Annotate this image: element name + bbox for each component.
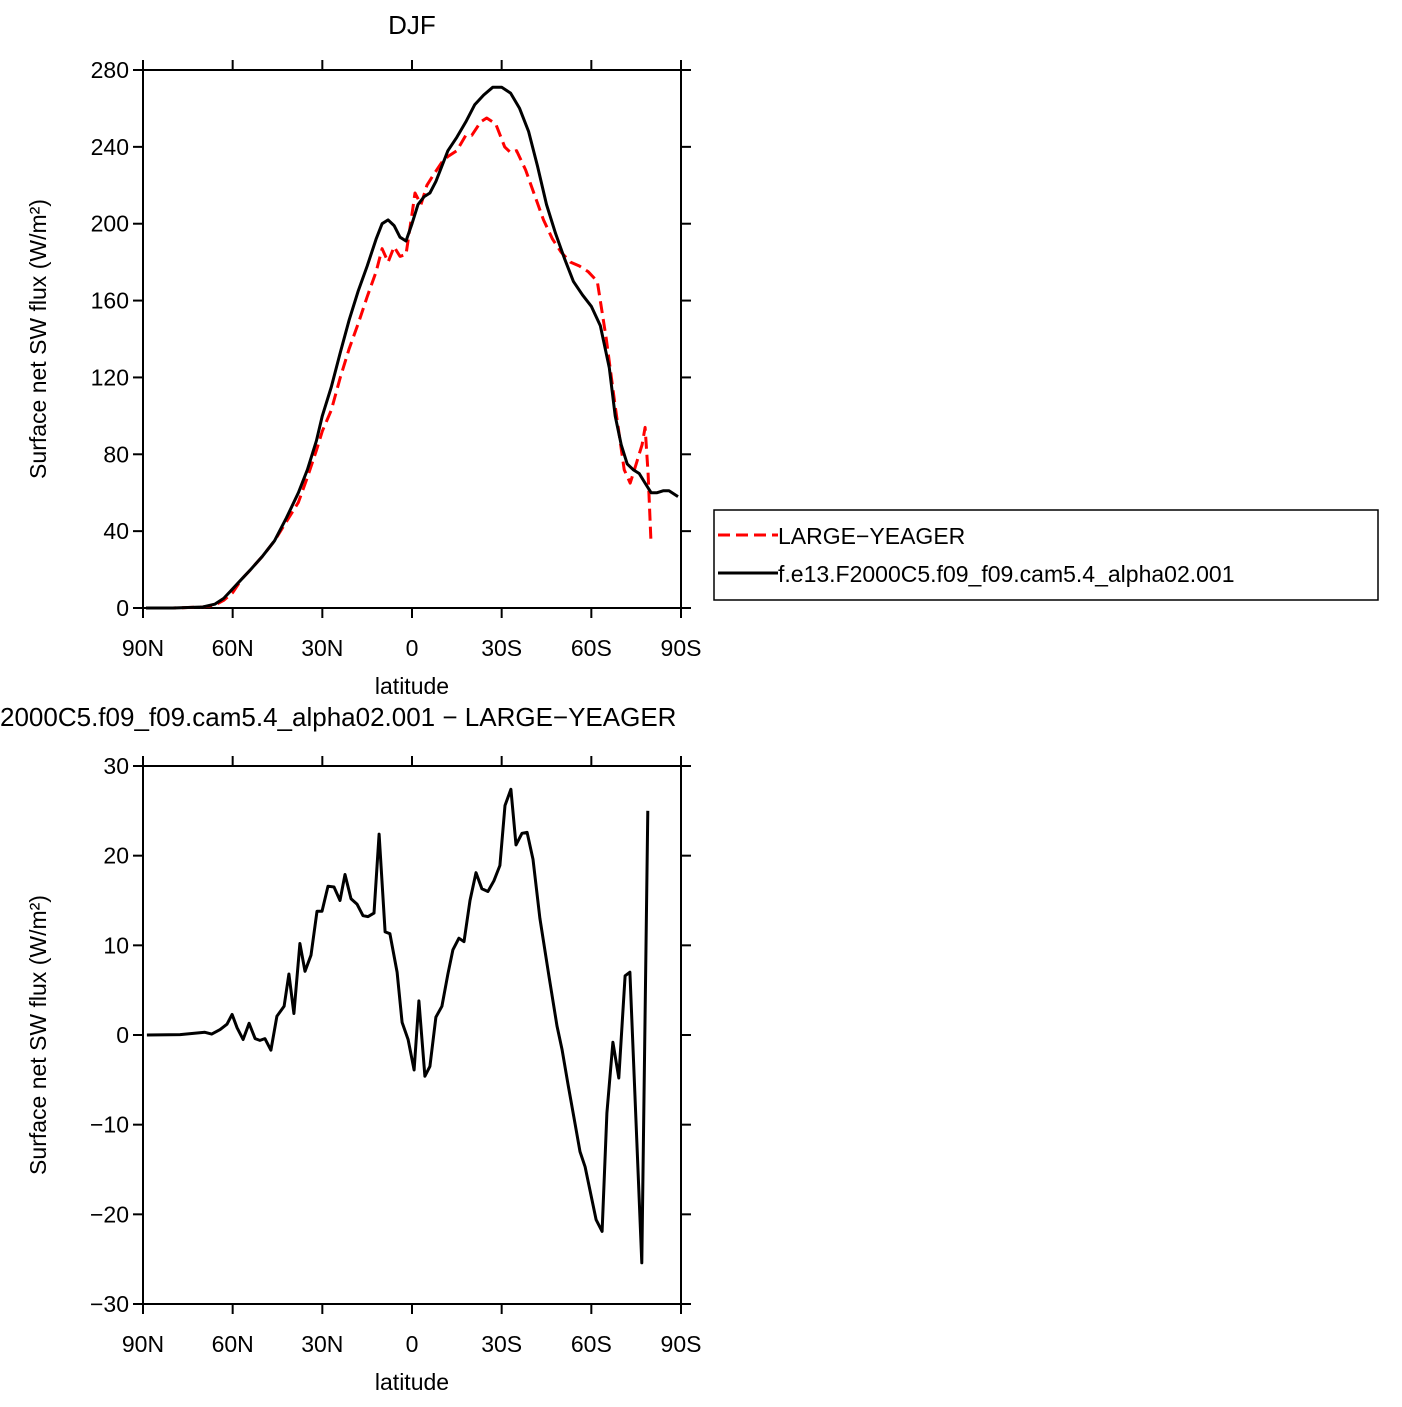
- x-tick-label: 30N: [301, 635, 343, 661]
- x-tick-label: 90S: [661, 1331, 702, 1357]
- chart-title: 2000C5.f09_f09.cam5.4_alpha02.001 − LARG…: [0, 702, 676, 732]
- x-tick-label: 60N: [212, 1331, 254, 1357]
- plot-frame: [142, 765, 682, 1305]
- data-line: [146, 787, 650, 1265]
- y-tick-label: 30: [103, 753, 129, 779]
- y-tick-label: 20: [103, 843, 129, 869]
- data-line: [146, 85, 679, 610]
- x-axis-label: latitude: [375, 673, 449, 699]
- y-tick-label: −10: [90, 1112, 129, 1138]
- x-tick-label: 90N: [122, 635, 164, 661]
- x-tick-label: 90S: [661, 635, 702, 661]
- legend-label: f.e13.F2000C5.f09_f09.cam5.4_alpha02.001: [778, 561, 1235, 587]
- data-line: [146, 116, 653, 610]
- x-axis-label: latitude: [375, 1369, 449, 1395]
- plot-frame: [142, 69, 682, 609]
- y-tick-label: 40: [103, 518, 129, 544]
- y-tick-label: 200: [91, 211, 129, 237]
- x-tick-label: 60S: [571, 1331, 612, 1357]
- y-tick-label: 0: [116, 595, 129, 621]
- x-tick-label: 30S: [481, 635, 522, 661]
- chart-title: DJF: [388, 10, 436, 40]
- y-tick-label: −30: [90, 1291, 129, 1317]
- x-tick-label: 30N: [301, 1331, 343, 1357]
- y-tick-label: −20: [90, 1201, 129, 1227]
- y-tick-label: 280: [91, 57, 129, 83]
- x-tick-label: 0: [406, 635, 419, 661]
- legend-label: LARGE−YEAGER: [778, 523, 965, 549]
- x-tick-label: 90N: [122, 1331, 164, 1357]
- legend-box: [713, 509, 1379, 601]
- y-tick-label: 0: [116, 1022, 129, 1048]
- y-tick-label: 240: [91, 134, 129, 160]
- x-tick-label: 0: [406, 1331, 419, 1357]
- x-tick-label: 30S: [481, 1331, 522, 1357]
- x-tick-label: 60N: [212, 635, 254, 661]
- y-tick-label: 80: [103, 441, 129, 467]
- y-tick-label: 160: [91, 288, 129, 314]
- y-axis-label: Surface net SW flux (W/m²): [25, 199, 51, 479]
- y-tick-label: 10: [103, 932, 129, 958]
- y-axis-label: Surface net SW flux (W/m²): [25, 895, 51, 1175]
- y-tick-label: 120: [91, 364, 129, 390]
- x-tick-label: 60S: [571, 635, 612, 661]
